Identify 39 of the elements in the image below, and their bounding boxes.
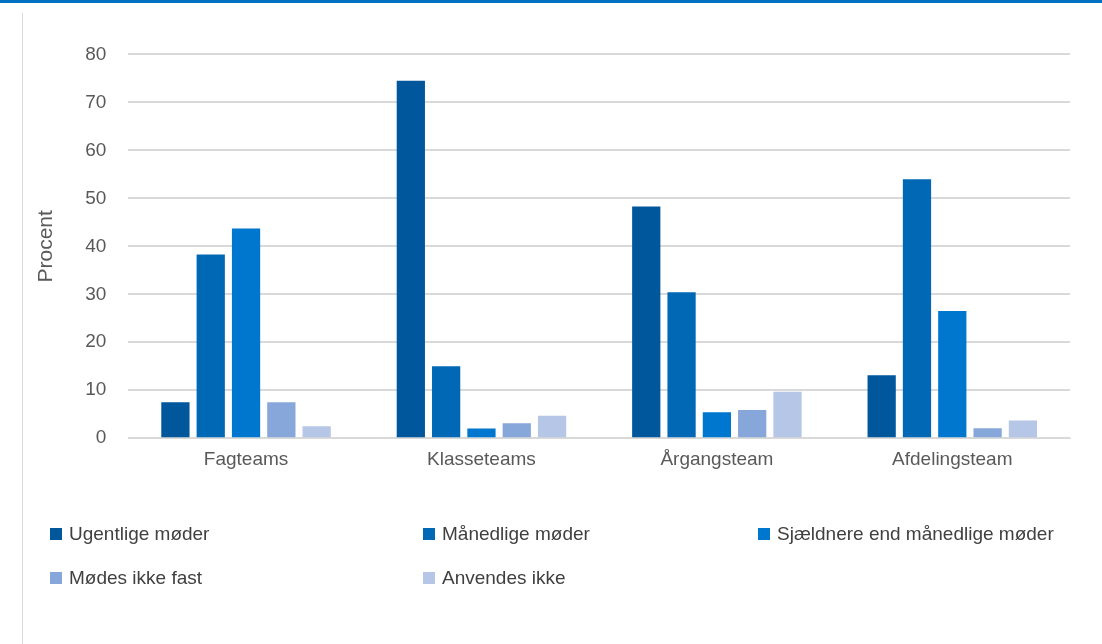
y-tick-label: 70 xyxy=(85,90,107,112)
bar xyxy=(502,423,531,438)
legend-label: Anvendes ikke xyxy=(442,567,566,589)
y-tick-label: 40 xyxy=(85,234,107,256)
y-tick-label: 10 xyxy=(85,378,107,400)
bar xyxy=(773,391,802,438)
bar xyxy=(231,228,261,438)
legend-label: Mødes ikke fast xyxy=(69,567,203,589)
bar xyxy=(267,402,296,438)
y-tick-label: 60 xyxy=(85,138,107,160)
y-axis-title: Procent xyxy=(33,209,57,283)
bar xyxy=(867,375,896,438)
bar xyxy=(973,428,1002,438)
y-tick-label: 20 xyxy=(85,330,107,352)
legend-label: Månedlige møder xyxy=(442,523,590,545)
x-tick-label: Årgangsteam xyxy=(660,447,774,469)
legend-label: Ugentlige møder xyxy=(69,523,210,545)
y-tick-label: 50 xyxy=(85,186,107,208)
x-tick-label: Fagteams xyxy=(203,447,289,469)
x-tick-label: Klasseteams xyxy=(427,447,536,469)
bar xyxy=(537,415,567,438)
bar xyxy=(1008,420,1038,438)
y-tick-label: 30 xyxy=(85,282,107,304)
y-tick-label: 80 xyxy=(85,42,107,64)
bar xyxy=(632,206,661,438)
x-tick-label: Afdelingsteam xyxy=(892,447,1013,469)
bar xyxy=(396,80,425,438)
bar xyxy=(938,311,967,438)
legend-label: Sjældnere end månedlige møder xyxy=(777,523,1054,545)
bar xyxy=(667,292,696,438)
bar xyxy=(196,254,225,438)
bar xyxy=(467,428,496,438)
bar xyxy=(738,409,767,438)
bar xyxy=(302,426,331,438)
bar xyxy=(432,366,461,438)
bar xyxy=(161,402,190,438)
bar xyxy=(902,179,932,438)
y-tick-label: 0 xyxy=(95,426,107,448)
bar xyxy=(702,412,731,438)
